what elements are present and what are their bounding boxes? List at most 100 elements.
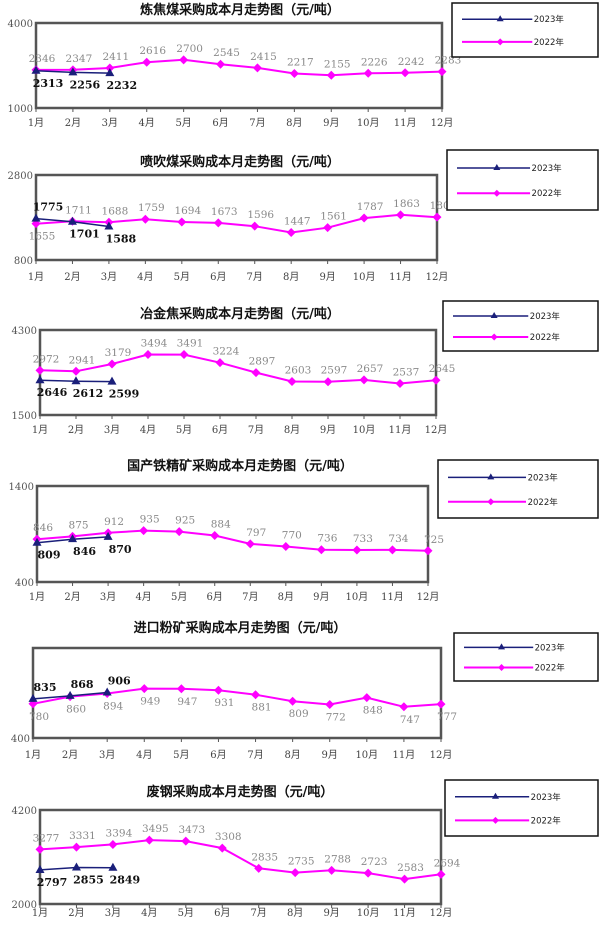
data-point-2022 [213,218,223,228]
x-tick-label: 9月 [323,117,339,129]
data-point-2022 [359,375,369,385]
data-point-2022 [395,379,405,389]
x-tick-label: 11月 [393,907,416,919]
x-tick-label: 6月 [212,117,228,129]
data-label-2022: 2226 [361,56,388,68]
data-point-2022 [215,358,225,368]
legend-label: 2023年 [535,642,566,653]
data-point-2023 [68,534,78,543]
data-point-2022 [289,69,299,79]
legend-label: 2022年 [528,497,559,508]
data-label-2022: 2242 [398,56,425,68]
x-tick-label: 10月 [357,907,380,919]
data-point-2022 [35,844,45,854]
legend-marker-triangle [493,164,501,170]
y-tick-label: 4300 [12,326,37,337]
data-label-2022: 747 [400,714,420,726]
legend-marker-triangle [491,792,499,799]
x-tick-label: 9月 [320,424,336,436]
data-label-2022: 931 [214,697,234,709]
data-point-2022 [323,377,333,387]
data-point-2022 [400,68,410,78]
data-point-2022 [423,546,433,556]
x-tick-label: 10月 [357,117,380,129]
series-line-2022 [35,58,443,77]
legend-marker-diamond [496,38,504,46]
x-tick-label: 4月 [136,749,152,761]
y-tick-label: 1000 [8,104,33,115]
data-label-2022: 1694 [174,205,201,217]
chart-title: 国产铁精矿采购成本月走势图（元/吨） [127,458,353,474]
x-tick-label: 3月 [105,907,121,919]
data-point-2022 [108,839,118,849]
x-tick-label: 6月 [210,749,226,761]
x-tick-label: 7月 [247,749,263,761]
data-label-2022: 2616 [139,45,166,57]
y-tick-label: 1500 [12,411,37,422]
x-tick-label: 6月 [212,424,228,436]
data-point-2022 [281,541,291,551]
legend-box [437,459,599,519]
data-label-2022: 3491 [177,338,204,350]
data-label-2022: 2657 [357,363,384,375]
data-point-2022 [400,874,410,884]
data-point-2022 [251,368,261,378]
y-tick-label: 400 [11,734,30,745]
y-tick-label: 800 [14,256,33,267]
legend-marker-diamond [487,498,495,506]
data-point-2023 [28,693,38,702]
data-point-2022 [174,527,184,537]
x-tick-label: 2月 [64,591,80,603]
data-label-2022: 770 [282,529,302,541]
data-label-2022: 3331 [69,830,96,842]
data-label-2023: 809 [38,549,61,562]
data-point-2023 [71,376,81,385]
x-tick-label: 12月 [431,117,454,129]
data-point-2022 [217,843,227,853]
x-tick-label: 9月 [322,749,338,761]
data-point-2022 [352,545,362,555]
y-tick-label: 2000 [12,900,37,911]
legend-marker-triangle [487,473,495,480]
data-label-2022: 912 [104,516,124,528]
data-label-2022: 2415 [250,51,277,63]
data-label-2023: 2797 [37,876,68,889]
data-label-2022: 780 [29,711,49,723]
legend-label: 2023年 [532,163,563,174]
data-label-2022: 2597 [321,365,348,377]
x-tick-label: 1月 [32,907,48,919]
x-tick-label: 3月 [104,424,120,436]
chart-4: 国产铁精矿采购成本月走势图（元/吨） 400 1400 1月 2月 3月 4月 5月 6月 7月 8… [9,458,599,603]
data-label-2022: 2694 [434,857,461,869]
series-line-2022 [39,839,442,881]
data-point-2022 [287,377,297,387]
data-label-2023: 1701 [69,228,100,241]
data-point-2022 [254,863,264,873]
data-point-2023 [108,862,118,871]
data-label-2022: 1655 [29,231,56,243]
x-tick-label: 4月 [139,117,155,129]
x-tick-label: 9月 [323,907,339,919]
data-point-2022 [362,693,372,703]
x-tick-label: 10月 [353,424,376,436]
data-point-2022 [107,359,117,369]
data-point-2023 [31,213,41,222]
x-tick-label: 7月 [248,424,264,436]
legend-label: 2022年 [531,815,562,826]
x-tick-label: 2月 [68,907,84,919]
data-point-2022 [176,684,186,694]
legend-marker-diamond [493,189,501,197]
x-tick-label: 11月 [394,117,417,129]
data-label-2022: 846 [33,522,53,534]
data-point-2023 [104,221,114,230]
data-point-2022 [216,59,226,69]
data-label-2022: 894 [103,701,123,713]
x-tick-label: 3月 [102,117,118,129]
chart-5: 进口粉矿采购成本月走势图（元/吨） 400 1月 2月 3月 4月 5月 6月 7月 8月 9月 10… [11,620,599,761]
x-tick-label: 10月 [346,591,369,603]
y-tick-label: 400 [15,578,34,589]
x-tick-label: 8月 [284,424,300,436]
data-label-2022: 2897 [249,356,276,368]
legend-box [446,149,599,211]
